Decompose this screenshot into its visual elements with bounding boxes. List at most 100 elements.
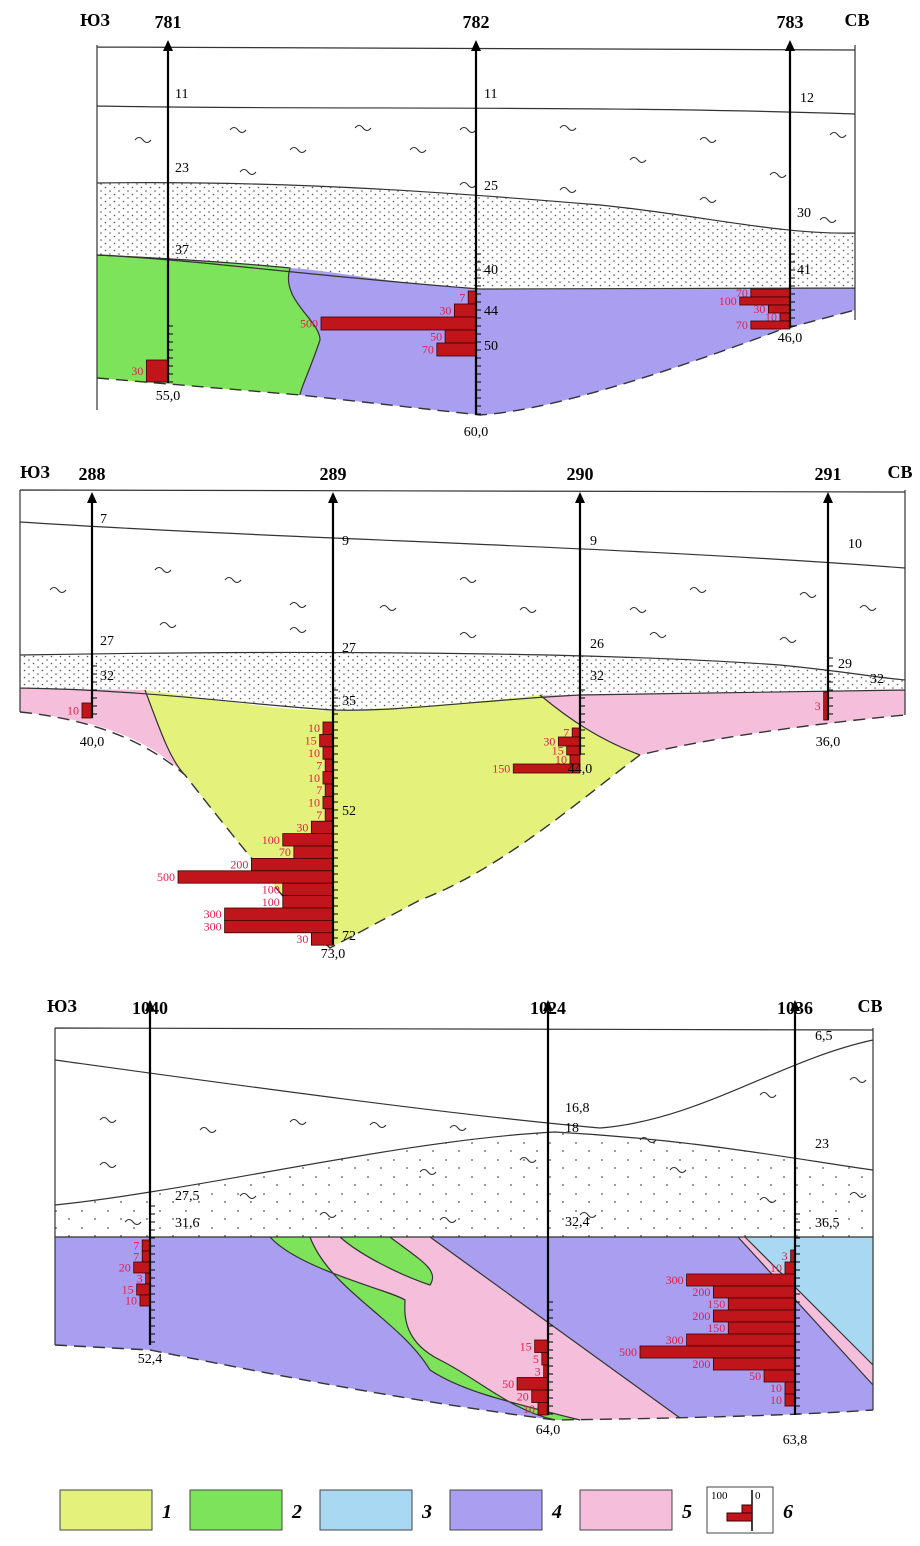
assay-bar xyxy=(142,1240,150,1251)
assay-label: 10 xyxy=(67,704,79,718)
depth-label: 31,6 xyxy=(175,1216,200,1231)
bottom-depth: 36,0 xyxy=(816,735,841,750)
clay-symbol xyxy=(460,128,476,133)
assay-bar xyxy=(532,1390,548,1403)
depth-label: 9 xyxy=(590,534,597,549)
assay-label: 300 xyxy=(666,1273,684,1287)
assay-label: 7 xyxy=(133,1250,139,1264)
assay-label: 10 xyxy=(770,1393,782,1407)
assay-bar xyxy=(751,289,790,297)
assay-label: 3 xyxy=(782,1249,788,1263)
clay-symbol xyxy=(410,148,426,153)
assay-bar xyxy=(445,330,476,343)
well-id: 288 xyxy=(79,464,106,484)
legend-swatch xyxy=(190,1490,282,1530)
assay-label: 50 xyxy=(502,1377,514,1391)
legend-swatch xyxy=(450,1490,542,1530)
well-id: 291 xyxy=(815,464,842,484)
clay-symbol xyxy=(290,1120,306,1125)
clay-symbol xyxy=(630,608,646,613)
depth-label: 32 xyxy=(100,669,114,684)
assay-label: 30 xyxy=(753,302,765,316)
clay-symbol xyxy=(460,578,476,583)
assay-label: 200 xyxy=(230,858,248,872)
assay-bar xyxy=(567,746,580,755)
depth-label: 10 xyxy=(848,537,862,552)
depth-label: 27 xyxy=(100,634,114,649)
legend-label: 2 xyxy=(291,1501,302,1523)
assay-bar xyxy=(468,291,476,304)
depth-label: 23 xyxy=(815,1137,829,1152)
assay-label: 100 xyxy=(719,294,737,308)
assay-bar xyxy=(785,1262,795,1274)
depth-label: 41 xyxy=(797,263,811,278)
assay-label: 70 xyxy=(736,318,748,332)
well-id: 289 xyxy=(320,464,347,484)
clay-symbol xyxy=(290,148,306,153)
direction-label: СВ xyxy=(857,996,882,1016)
clay-symbol xyxy=(560,126,576,131)
assay-bar xyxy=(572,728,580,737)
bottom-depth: 63,8 xyxy=(783,1433,808,1448)
clay-symbol xyxy=(290,628,306,633)
assay-bar xyxy=(535,1340,548,1353)
assay-bar xyxy=(311,933,333,945)
depth-label: 32 xyxy=(870,672,884,687)
assay-bar xyxy=(323,796,333,808)
depth-label: 72 xyxy=(342,929,356,944)
assay-label: 7 xyxy=(459,291,465,305)
assay-bar xyxy=(283,834,333,846)
assay-label: 20 xyxy=(119,1261,131,1275)
cross-sections: ЮЗСВ7813011233755,0782730500507011254044… xyxy=(0,0,920,1546)
assay-bar xyxy=(437,343,476,356)
clay-symbol xyxy=(520,608,536,613)
well-arrow xyxy=(823,492,833,503)
assay-label: 150 xyxy=(492,762,510,776)
depth-label: 11 xyxy=(175,87,188,102)
legend-scale: 100 xyxy=(711,1490,728,1502)
assay-bar xyxy=(146,360,168,382)
well-id: 783 xyxy=(777,12,804,32)
direction-label: СВ xyxy=(844,10,869,30)
assay-label: 500 xyxy=(619,1345,637,1359)
assay-bar xyxy=(142,1251,150,1262)
assay-label: 30 xyxy=(131,364,143,378)
assay-bar xyxy=(517,1378,548,1391)
assay-label: 50 xyxy=(430,330,442,344)
depth-label: 29 xyxy=(838,657,852,672)
bottom-depth: 55,0 xyxy=(156,389,181,404)
well-arrow xyxy=(328,492,338,503)
well-arrow xyxy=(575,492,585,503)
well-arrow xyxy=(87,492,97,503)
legend-scale: 0 xyxy=(755,1490,761,1502)
assay-bar xyxy=(713,1310,795,1322)
assay-bar xyxy=(751,321,790,329)
well-arrow xyxy=(163,40,173,51)
depth-label: 35 xyxy=(342,694,356,709)
depth-label: 40 xyxy=(484,263,498,278)
clay-symbol xyxy=(240,170,256,175)
assay-label: 300 xyxy=(666,1333,684,1347)
depth-label: 23 xyxy=(175,161,189,176)
assay-label: 3 xyxy=(535,1364,541,1378)
depth-label: 52 xyxy=(342,804,356,819)
assay-label: 30 xyxy=(296,932,308,946)
assay-label: 70 xyxy=(422,343,434,357)
clay-symbol xyxy=(630,158,646,163)
clay-symbol xyxy=(225,578,241,583)
assay-label: 70 xyxy=(279,845,291,859)
assay-bar xyxy=(728,1322,795,1334)
assay-bar xyxy=(225,908,333,920)
depth-label: 36,5 xyxy=(815,1216,840,1231)
legend-swatch xyxy=(320,1490,412,1530)
depth-label: 12 xyxy=(800,91,814,106)
clay-symbol xyxy=(460,633,476,638)
well-id: 782 xyxy=(463,12,490,32)
depth-label: 25 xyxy=(484,179,498,194)
assay-bar xyxy=(713,1286,795,1298)
assay-bar xyxy=(325,809,333,821)
assay-bar xyxy=(323,722,333,734)
clay-symbol xyxy=(860,606,876,611)
assay-label: 3 xyxy=(137,1272,143,1286)
depth-label: 26 xyxy=(590,637,604,652)
